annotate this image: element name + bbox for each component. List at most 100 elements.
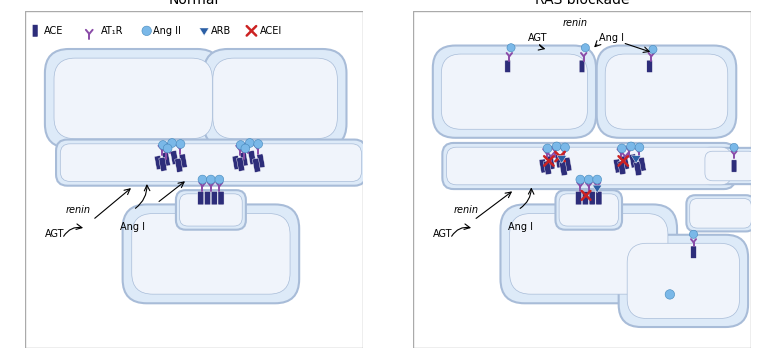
Text: Ang I: Ang I <box>120 222 144 232</box>
Circle shape <box>635 143 644 152</box>
FancyBboxPatch shape <box>252 158 261 172</box>
Text: renin: renin <box>66 205 91 215</box>
Circle shape <box>254 140 262 149</box>
FancyBboxPatch shape <box>123 205 300 303</box>
FancyBboxPatch shape <box>257 154 265 168</box>
FancyBboxPatch shape <box>240 152 248 166</box>
FancyBboxPatch shape <box>237 157 244 171</box>
Text: AT₁R: AT₁R <box>101 26 123 36</box>
Polygon shape <box>199 28 209 36</box>
FancyBboxPatch shape <box>33 25 38 37</box>
FancyBboxPatch shape <box>563 157 572 171</box>
FancyBboxPatch shape <box>61 144 362 181</box>
Circle shape <box>158 141 168 150</box>
FancyBboxPatch shape <box>705 151 757 181</box>
FancyBboxPatch shape <box>629 154 637 168</box>
FancyBboxPatch shape <box>621 156 629 170</box>
Polygon shape <box>557 156 566 163</box>
FancyBboxPatch shape <box>218 191 224 205</box>
Circle shape <box>618 144 626 153</box>
FancyBboxPatch shape <box>447 147 731 185</box>
Circle shape <box>198 175 207 184</box>
FancyBboxPatch shape <box>211 191 217 205</box>
Title: Normal: Normal <box>169 0 219 7</box>
FancyBboxPatch shape <box>559 162 567 176</box>
FancyBboxPatch shape <box>576 191 582 205</box>
Text: AGT: AGT <box>45 229 65 239</box>
FancyBboxPatch shape <box>179 194 242 226</box>
FancyBboxPatch shape <box>605 54 728 129</box>
Circle shape <box>215 175 223 184</box>
FancyBboxPatch shape <box>170 150 178 165</box>
FancyBboxPatch shape <box>510 214 668 294</box>
Circle shape <box>176 140 185 149</box>
Circle shape <box>626 142 636 151</box>
FancyBboxPatch shape <box>154 156 163 170</box>
Circle shape <box>561 143 570 152</box>
FancyBboxPatch shape <box>597 45 736 138</box>
FancyBboxPatch shape <box>56 139 365 186</box>
FancyBboxPatch shape <box>505 60 511 73</box>
FancyBboxPatch shape <box>547 156 555 170</box>
Text: Ang I: Ang I <box>599 33 624 43</box>
Text: ACE: ACE <box>43 26 63 36</box>
Text: ACEI: ACEI <box>260 26 282 36</box>
FancyBboxPatch shape <box>702 148 760 184</box>
FancyBboxPatch shape <box>198 191 204 205</box>
FancyBboxPatch shape <box>175 158 183 172</box>
FancyBboxPatch shape <box>627 243 740 319</box>
FancyBboxPatch shape <box>638 157 646 171</box>
Circle shape <box>241 144 250 153</box>
Circle shape <box>553 142 561 151</box>
Circle shape <box>581 44 590 52</box>
Circle shape <box>168 139 176 147</box>
FancyBboxPatch shape <box>555 154 563 168</box>
FancyBboxPatch shape <box>232 156 241 170</box>
Circle shape <box>163 144 172 153</box>
FancyBboxPatch shape <box>618 161 626 175</box>
FancyBboxPatch shape <box>162 152 171 166</box>
Circle shape <box>576 175 584 184</box>
FancyBboxPatch shape <box>690 199 751 228</box>
FancyBboxPatch shape <box>618 235 748 327</box>
FancyBboxPatch shape <box>634 162 642 176</box>
FancyBboxPatch shape <box>433 45 596 138</box>
FancyBboxPatch shape <box>45 49 221 148</box>
FancyBboxPatch shape <box>687 195 755 231</box>
FancyBboxPatch shape <box>204 191 210 205</box>
FancyBboxPatch shape <box>556 190 622 230</box>
Text: AGT: AGT <box>433 229 453 239</box>
FancyBboxPatch shape <box>582 191 588 205</box>
FancyBboxPatch shape <box>501 205 677 303</box>
FancyBboxPatch shape <box>539 159 547 173</box>
FancyBboxPatch shape <box>691 246 696 258</box>
Circle shape <box>245 139 255 147</box>
Circle shape <box>543 144 552 153</box>
Circle shape <box>142 26 151 36</box>
Text: renin: renin <box>454 205 479 215</box>
Circle shape <box>730 143 738 151</box>
FancyBboxPatch shape <box>213 58 338 139</box>
FancyBboxPatch shape <box>248 150 256 165</box>
FancyBboxPatch shape <box>596 191 602 205</box>
FancyBboxPatch shape <box>731 160 737 172</box>
FancyBboxPatch shape <box>646 60 653 73</box>
Circle shape <box>665 290 674 299</box>
FancyBboxPatch shape <box>579 60 585 73</box>
FancyBboxPatch shape <box>543 161 552 175</box>
Text: Ang II: Ang II <box>154 26 182 36</box>
FancyBboxPatch shape <box>179 154 187 168</box>
Circle shape <box>584 175 593 184</box>
FancyBboxPatch shape <box>54 58 213 139</box>
Text: AGT: AGT <box>528 33 547 43</box>
Circle shape <box>236 141 245 150</box>
Text: renin: renin <box>563 18 587 28</box>
Circle shape <box>593 175 601 184</box>
FancyBboxPatch shape <box>442 143 735 189</box>
Circle shape <box>206 175 215 184</box>
FancyBboxPatch shape <box>559 194 618 226</box>
FancyBboxPatch shape <box>176 190 246 230</box>
Title: RAS blockade: RAS blockade <box>535 0 629 7</box>
FancyBboxPatch shape <box>204 49 347 148</box>
FancyBboxPatch shape <box>159 157 167 171</box>
